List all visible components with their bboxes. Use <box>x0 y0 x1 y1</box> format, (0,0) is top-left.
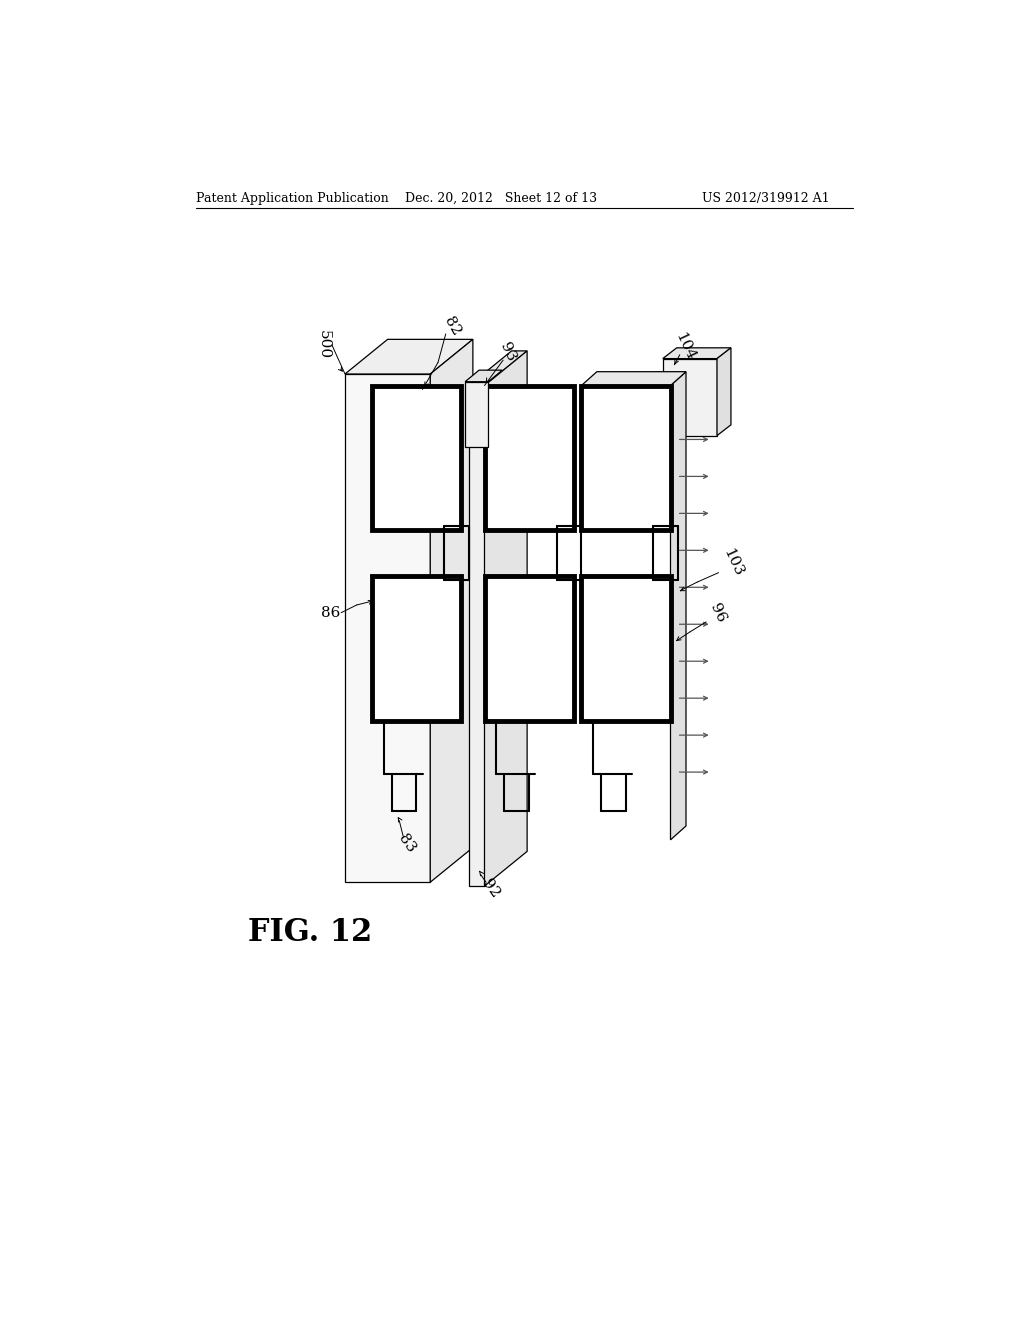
Polygon shape <box>663 359 717 436</box>
Text: 96: 96 <box>708 601 729 624</box>
Polygon shape <box>430 339 473 882</box>
Text: Patent Application Publication: Patent Application Publication <box>197 191 389 205</box>
Polygon shape <box>345 339 473 374</box>
Text: 86: 86 <box>322 606 341 619</box>
Polygon shape <box>717 348 731 436</box>
Polygon shape <box>484 351 527 886</box>
Polygon shape <box>484 385 573 531</box>
Text: FIG. 12: FIG. 12 <box>248 917 373 948</box>
Text: 93: 93 <box>498 341 518 364</box>
Polygon shape <box>582 385 671 531</box>
Polygon shape <box>372 385 461 531</box>
Text: 104: 104 <box>672 331 697 363</box>
Polygon shape <box>345 374 430 882</box>
Polygon shape <box>465 370 503 381</box>
Text: 500: 500 <box>317 330 331 359</box>
Polygon shape <box>469 351 527 385</box>
Text: Dec. 20, 2012   Sheet 12 of 13: Dec. 20, 2012 Sheet 12 of 13 <box>406 191 598 205</box>
Polygon shape <box>671 372 686 840</box>
Polygon shape <box>372 576 461 721</box>
Text: 103: 103 <box>721 546 745 578</box>
Polygon shape <box>469 385 484 886</box>
Polygon shape <box>582 372 686 385</box>
Polygon shape <box>465 381 488 447</box>
Polygon shape <box>582 576 671 721</box>
Text: US 2012/319912 A1: US 2012/319912 A1 <box>701 191 829 205</box>
Polygon shape <box>484 576 573 721</box>
Text: 92: 92 <box>479 876 502 900</box>
Text: 83: 83 <box>395 832 418 855</box>
Polygon shape <box>663 348 731 359</box>
Text: 82: 82 <box>441 314 463 338</box>
